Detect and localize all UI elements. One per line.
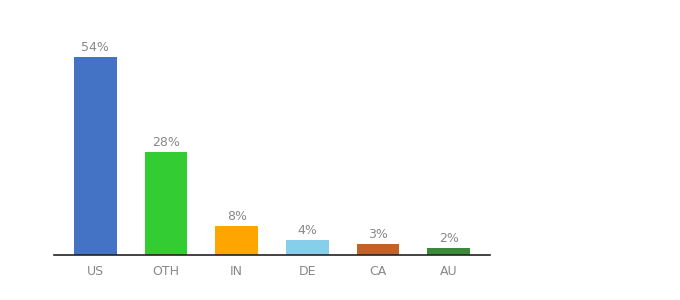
Bar — [286, 240, 328, 255]
Text: 28%: 28% — [152, 136, 180, 149]
Bar — [74, 57, 116, 255]
Text: 2%: 2% — [439, 232, 458, 245]
Bar — [145, 152, 187, 255]
Text: 54%: 54% — [82, 41, 109, 54]
Text: 3%: 3% — [368, 228, 388, 241]
Bar — [428, 248, 470, 255]
Text: 8%: 8% — [226, 210, 247, 223]
Bar — [216, 226, 258, 255]
Text: 4%: 4% — [297, 224, 318, 237]
Bar — [357, 244, 399, 255]
